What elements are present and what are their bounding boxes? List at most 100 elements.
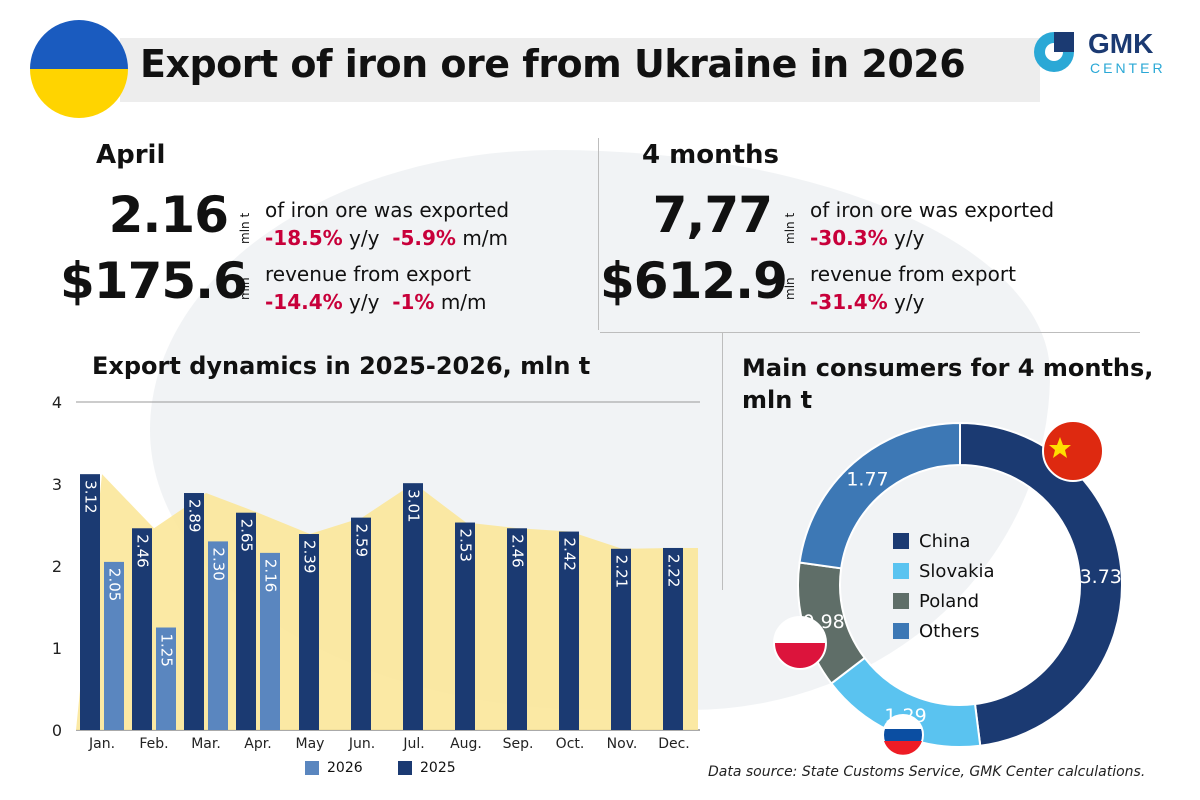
four-months-volume-unit: mln t [783, 212, 797, 244]
bar-2025-Jul. [403, 483, 423, 730]
april-volume-yy: -18.5% [265, 226, 343, 250]
april-revenue: $175.6 [60, 252, 248, 310]
donut-legend: China Slovakia Poland Others [893, 526, 995, 646]
bar-2025-Apr. [236, 512, 256, 730]
data-source-note: Data source: State Customs Service, GMK … [708, 764, 1146, 780]
april-revenue-desc: revenue from export [265, 262, 471, 286]
area-2025 [76, 474, 698, 730]
april-volume-desc: of iron ore was exported [265, 198, 510, 222]
x-tick-label: Feb. [139, 736, 168, 752]
poland-flag-white [774, 617, 826, 643]
bar-label-2025: 3.01 [405, 489, 423, 522]
legend-china: China [893, 526, 995, 556]
x-tick-label: Jun. [348, 736, 375, 752]
legend-label-others: Others [919, 620, 980, 642]
bar-chart-title: Export dynamics in 2025-2026, mln t [92, 352, 591, 380]
bar-2026-Apr. [260, 552, 280, 730]
bar-label-2025: 2.59 [353, 524, 371, 557]
china-flag-star [1049, 437, 1071, 458]
x-tick-label: Aug. [450, 736, 482, 752]
four-months-label: 4 months [642, 140, 780, 170]
slice-label-others: 1.77 [846, 469, 888, 491]
bar-2025-Jun. [351, 517, 371, 730]
legend-2025: 2025 [398, 760, 456, 776]
title-band [120, 38, 1040, 102]
bar-2025-Aug. [455, 522, 475, 730]
bar-2026-Mar. [208, 541, 228, 730]
bar-label-2025: 2.46 [509, 534, 527, 567]
bar-2026-Feb. [156, 627, 176, 730]
bar-2025-Sep. [507, 528, 527, 730]
x-tick-label: Jan. [88, 736, 115, 752]
legend-2026: 2026 [305, 760, 363, 776]
bar-label-2025: 2.89 [186, 499, 204, 532]
y-tick-label: 2 [52, 557, 62, 576]
legend-label-2026: 2026 [327, 760, 363, 776]
x-tick-label: Nov. [607, 736, 638, 752]
bar-chart: 0 1 2 3 4 3.12 2.46 2.89 2.65 2.39 2.59 3.01 2.53 2.4… [52, 393, 700, 752]
slice-label-china: 3.73 [1080, 566, 1122, 588]
bar-label-2025: 2.39 [301, 540, 319, 573]
april-label: April [96, 140, 166, 170]
four-months-volume: 7,77 [652, 186, 773, 244]
slovakia-flag-white [884, 715, 922, 729]
legend-swatch-2025 [398, 761, 412, 775]
slovakia-flag-red [884, 741, 922, 755]
yy-label: y/y [349, 226, 380, 250]
bar-2025-Feb. [132, 528, 152, 730]
april-revenue-unit: mln [238, 277, 252, 300]
x-tick-label: Sep. [503, 736, 534, 752]
four-months-revenue-desc: revenue from export [810, 262, 1016, 286]
x-tick-label: Oct. [556, 736, 585, 752]
april-revenue-yy: -14.4% [265, 290, 343, 314]
mm-label: m/m [462, 226, 509, 250]
y-tick-label: 1 [52, 639, 62, 658]
x-tick-label: Jul. [402, 736, 424, 752]
china-flag-icon [1042, 420, 1104, 482]
donut-chart-title: Main consumers for 4 months, mln t [742, 354, 1154, 414]
bar-label-2025: 2.65 [238, 519, 256, 552]
legend-label-slovakia: Slovakia [919, 560, 995, 582]
april-volume-mm: -5.9% [392, 226, 456, 250]
poland-flag-icon [773, 616, 827, 670]
bar-2025-Mar. [184, 493, 204, 730]
bar-label-2025: 2.53 [457, 529, 475, 562]
legend-others: Others [893, 616, 995, 646]
yy-label: y/y [894, 226, 925, 250]
bar-label-2025: 2.21 [613, 555, 631, 588]
slice-others [798, 421, 961, 570]
legend-swatch-poland [893, 593, 909, 609]
bar-label-2025: 2.42 [561, 538, 579, 571]
bar-label-2025: 2.22 [665, 554, 683, 587]
x-tick-label: Apr. [244, 736, 271, 752]
four-months-revenue-change: -31.4% y/y [810, 290, 924, 314]
legend-label-2025: 2025 [420, 760, 456, 776]
y-tick-label: 3 [52, 475, 62, 494]
april-volume-unit: mln t [238, 212, 252, 244]
bar-2025-Jan. [80, 474, 100, 730]
bar-label-2026: 2.30 [210, 547, 228, 580]
four-months-revenue: $612.9 [600, 252, 788, 310]
slovakia-flag-icon [882, 714, 924, 755]
y-tick-label: 0 [52, 721, 62, 740]
bar-label-2026: 2.05 [106, 568, 124, 601]
four-months-volume-yy: -30.3% [810, 226, 888, 250]
x-tick-label: Mar. [191, 736, 221, 752]
four-months-volume-change: -30.3% y/y [810, 226, 924, 250]
slice-china [959, 421, 1123, 747]
ukraine-flag-icon [30, 20, 128, 118]
bar-label-2026: 1.25 [158, 634, 176, 667]
legend-swatch-2026 [305, 761, 319, 775]
gmk-logo-icon [1034, 32, 1074, 72]
april-volume: 2.16 [108, 186, 229, 244]
april-revenue-change: -14.4% y/y -1% m/m [265, 290, 487, 314]
donut-chart: 3.731.290.981.77 [773, 420, 1123, 755]
vertical-divider-bottom [722, 332, 723, 590]
y-tick-label: 4 [52, 393, 62, 412]
four-months-volume-desc: of iron ore was exported [810, 198, 1055, 222]
legend-swatch-slovakia [893, 563, 909, 579]
legend-swatch-china [893, 533, 909, 549]
vertical-divider-top [598, 138, 599, 330]
bar-2025-Nov. [611, 548, 631, 730]
april-volume-change: -18.5% y/y -5.9% m/m [265, 226, 508, 250]
